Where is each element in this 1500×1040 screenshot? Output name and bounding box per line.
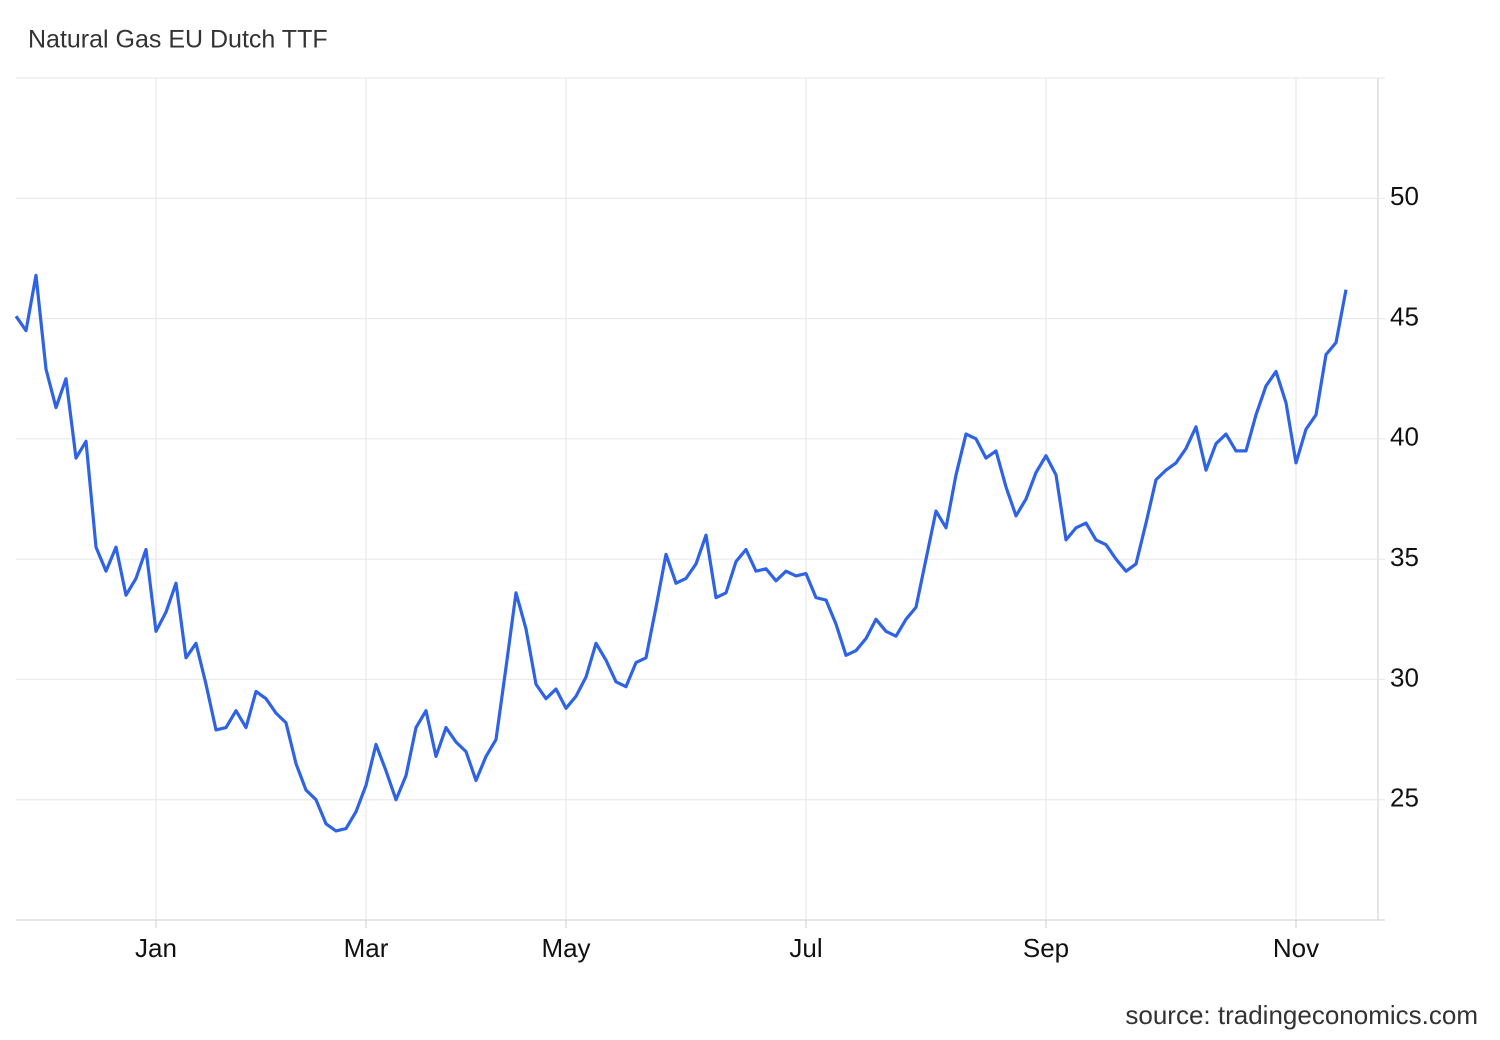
x-tick-label: Mar: [344, 933, 389, 963]
x-tick-label: Jul: [789, 933, 822, 963]
source-note: source: tradingeconomics.com: [1125, 1000, 1478, 1030]
x-tick-label: May: [541, 933, 590, 963]
y-tick-label: 25: [1390, 783, 1419, 813]
y-tick-label: 35: [1390, 542, 1419, 572]
y-tick-label: 40: [1390, 422, 1419, 452]
price-line: [14, 273, 1348, 833]
y-tick-label: 50: [1390, 181, 1419, 211]
x-tick-label: Sep: [1023, 933, 1069, 963]
y-tick-label: 30: [1390, 662, 1419, 692]
chart-title: Natural Gas EU Dutch TTF: [28, 26, 328, 54]
y-tick-label: 45: [1390, 301, 1419, 331]
x-tick-label: Jan: [135, 933, 177, 963]
x-tick-label: Nov: [1273, 933, 1319, 963]
